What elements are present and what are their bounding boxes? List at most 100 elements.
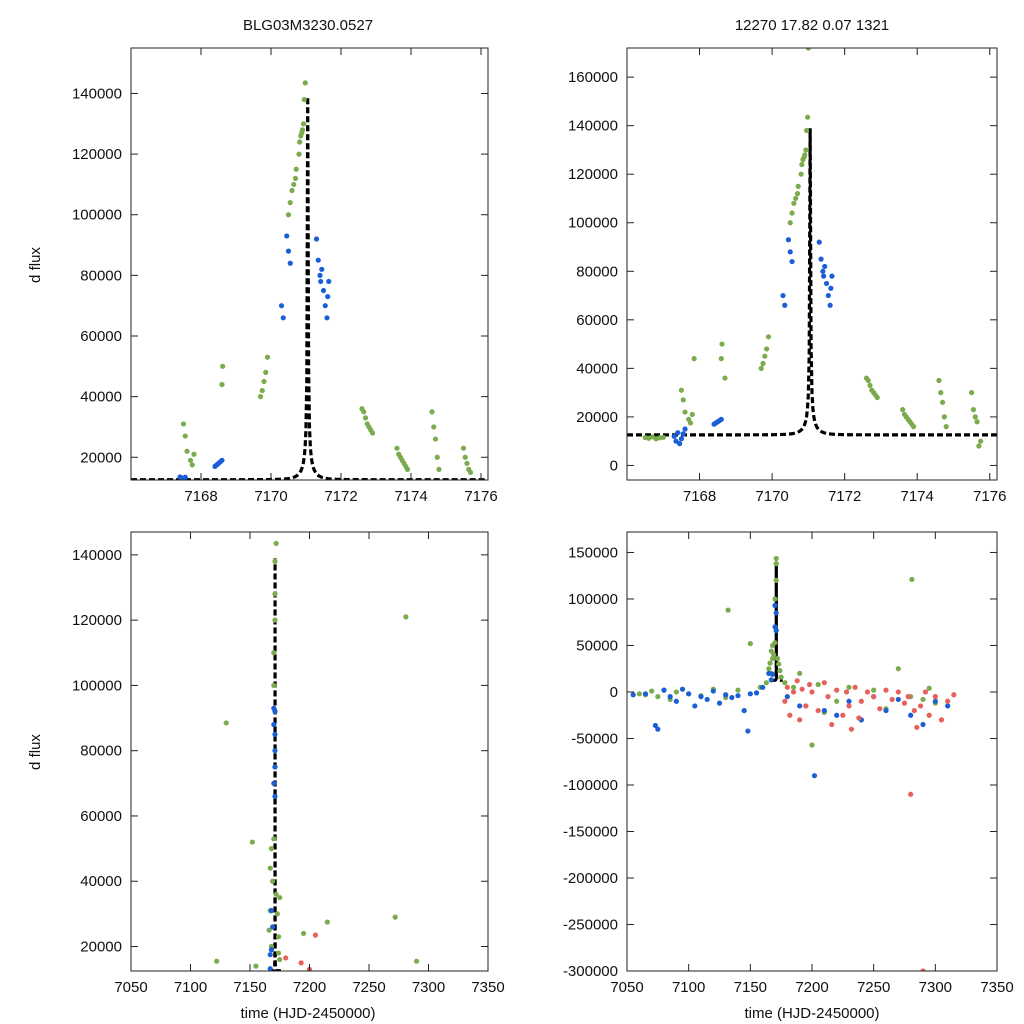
data-point-green [722, 375, 728, 381]
data-point-green [429, 409, 435, 415]
data-point-green [301, 96, 307, 103]
data-point-blue [895, 696, 901, 703]
data-point-blue [182, 474, 188, 480]
data-point-green [793, 195, 799, 202]
data-point-green [764, 346, 770, 352]
data-point-red [895, 689, 901, 695]
data-point-green [791, 200, 797, 206]
data-point-blue [846, 698, 852, 704]
data-point-green [874, 394, 880, 401]
data-point-red [911, 707, 917, 714]
data-point-green [436, 466, 442, 472]
data-point-green [394, 445, 400, 451]
data-point-blue [671, 433, 677, 439]
y-tick-label: 60000 [80, 808, 122, 825]
data-point-blue [769, 671, 776, 677]
y-tick-label: -300000 [563, 963, 618, 980]
data-point-green [678, 387, 685, 393]
data-point-red [932, 694, 938, 700]
data-point-green [259, 387, 265, 394]
data-point-green [271, 836, 277, 842]
data-point-green [361, 409, 367, 415]
data-point-green [805, 114, 811, 120]
data-point-green [434, 454, 440, 460]
x-tick-label: 7150 [734, 979, 767, 996]
data-point-blue [271, 780, 277, 786]
data-point-blue [820, 268, 826, 274]
data-point-green [403, 614, 409, 620]
data-point-blue [818, 256, 824, 262]
data-point-green [300, 121, 307, 127]
plot-marks [627, 48, 997, 449]
data-point-blue [324, 315, 330, 321]
data-point-blue [753, 690, 760, 696]
data-point-red [920, 968, 926, 971]
plot-frame [130, 531, 489, 972]
x-tick-label: 7170 [755, 488, 788, 505]
data-point-blue [785, 237, 792, 243]
data-point-blue [325, 293, 331, 300]
data-point-blue [787, 249, 793, 255]
data-point-red [840, 712, 846, 718]
data-point-blue [829, 273, 835, 279]
data-point-red [803, 703, 809, 709]
data-point-blue [797, 703, 803, 709]
y-tick-label: 0 [610, 684, 618, 701]
data-point-green [289, 187, 295, 194]
data-point-green [865, 377, 871, 384]
x-tick-label: 7172 [828, 488, 861, 505]
data-point-blue [673, 698, 679, 704]
data-point-red [784, 684, 790, 690]
data-point-green [735, 687, 741, 693]
data-point-red [821, 680, 827, 686]
data-point-blue [675, 430, 681, 436]
data-point-green [275, 950, 282, 956]
data-point-green [974, 419, 980, 425]
data-point-blue [784, 694, 790, 700]
data-point-green [270, 878, 276, 884]
data-point-green [219, 381, 225, 388]
plot-marks [214, 540, 420, 971]
x-tick-label: 7300 [919, 979, 952, 996]
data-point-green [939, 399, 946, 405]
data-point-green [778, 674, 784, 680]
data-point-green [287, 200, 293, 206]
data-point-blue [686, 691, 692, 697]
panel-title: 12270 17.82 0.07 1321 [735, 17, 889, 34]
data-point-blue [267, 966, 273, 971]
data-point-red [829, 721, 835, 728]
data-point-red [815, 707, 821, 714]
x-tick-label: 7168 [683, 488, 716, 505]
data-point-green [655, 694, 661, 700]
data-point-green [253, 963, 259, 969]
y-tick-label: 60000 [576, 312, 618, 329]
data-point-green [867, 382, 873, 388]
y-tick-label: 100000 [72, 677, 122, 694]
data-point-green [392, 914, 398, 920]
data-point-blue [270, 924, 276, 930]
data-point-blue [284, 233, 290, 239]
x-tick-label: 7350 [471, 979, 504, 996]
data-point-green [760, 360, 766, 367]
data-point-green [777, 667, 783, 674]
data-point-green [414, 958, 420, 964]
x-tick-label: 7250 [857, 979, 890, 996]
y-tick-label: 40000 [576, 360, 618, 377]
axis-ticks: 7050 7100 7150 7200 7250 7300 7350 20000 40000 60… [72, 532, 505, 996]
data-point-green [673, 689, 679, 695]
x-tick-label: 7200 [795, 979, 828, 996]
data-point-blue [678, 436, 685, 442]
data-point-green [191, 451, 197, 457]
data-point-blue [741, 707, 747, 714]
data-point-blue [780, 292, 786, 299]
data-point-green [220, 363, 226, 369]
data-point-blue [679, 686, 686, 692]
data-point-green [297, 139, 303, 145]
data-point-blue [318, 278, 324, 285]
axis-ticks: 7050 7100 7150 7200 7250 7300 7350 -300000 -2500… [563, 532, 1014, 996]
data-point-blue [680, 431, 686, 437]
data-point-green [214, 958, 220, 964]
data-point-green [938, 390, 944, 396]
data-point-blue [667, 694, 673, 700]
data-point-green [762, 353, 768, 359]
